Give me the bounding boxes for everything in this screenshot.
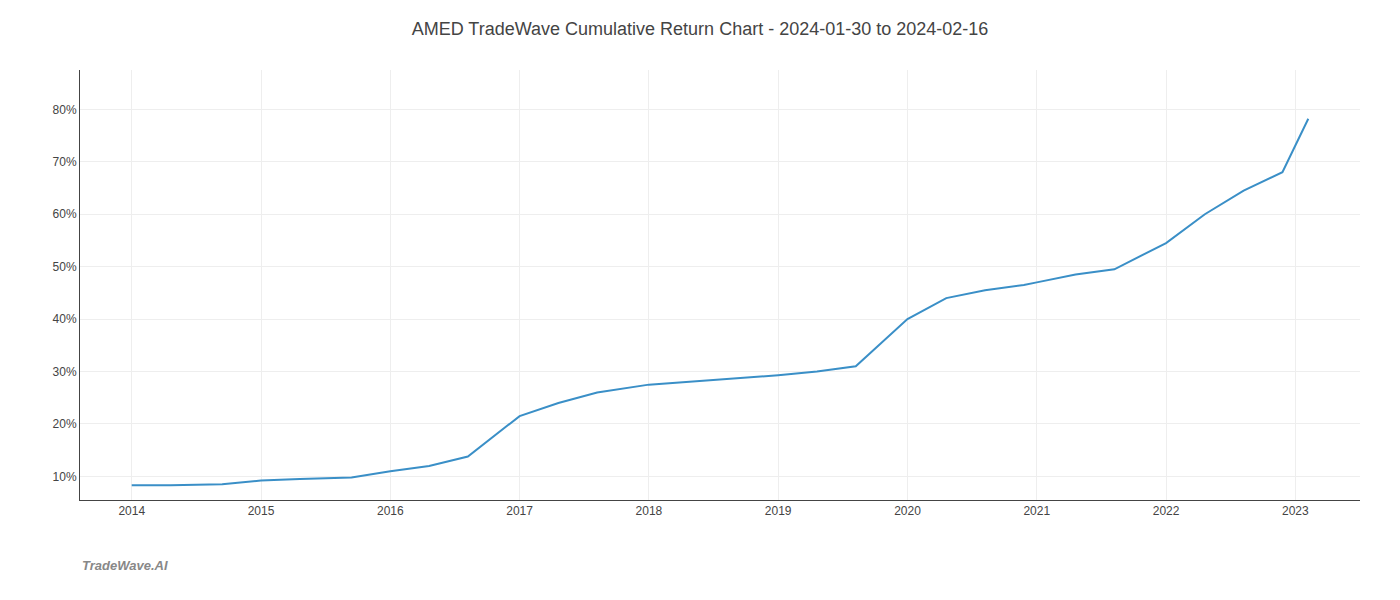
svg-text:2023: 2023 [1282,504,1309,518]
svg-text:2020: 2020 [894,504,921,518]
svg-text:TradeWave.AI: TradeWave.AI [82,558,168,573]
svg-text:20%: 20% [53,417,77,431]
svg-text:AMED TradeWave Cumulative Retu: AMED TradeWave Cumulative Return Chart -… [412,19,989,39]
svg-text:30%: 30% [53,365,77,379]
svg-text:2016: 2016 [377,504,404,518]
svg-text:50%: 50% [53,260,77,274]
svg-text:10%: 10% [53,470,77,484]
svg-text:2022: 2022 [1153,504,1180,518]
svg-text:2019: 2019 [765,504,792,518]
svg-text:2015: 2015 [248,504,275,518]
svg-text:80%: 80% [53,103,77,117]
svg-text:2021: 2021 [1023,504,1050,518]
svg-text:60%: 60% [53,207,77,221]
svg-text:70%: 70% [53,155,77,169]
svg-text:2018: 2018 [636,504,663,518]
svg-text:40%: 40% [53,312,77,326]
svg-text:2014: 2014 [118,504,145,518]
svg-text:2017: 2017 [506,504,533,518]
